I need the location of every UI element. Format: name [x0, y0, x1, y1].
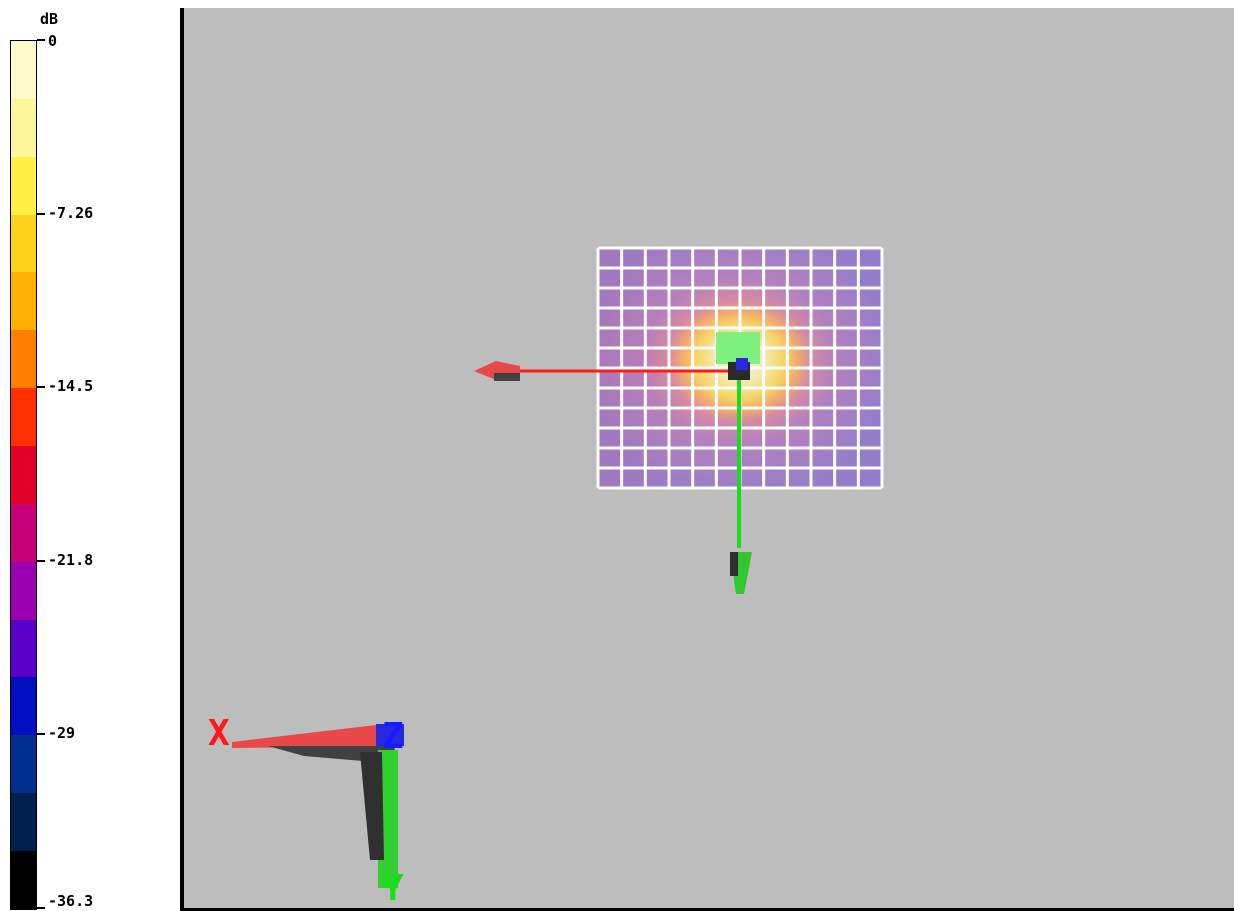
colorbar-swatch — [11, 561, 36, 620]
scene-x-arrow — [474, 361, 738, 381]
colorbar-swatch — [11, 793, 36, 852]
colorbar — [10, 40, 37, 910]
3d-viewport[interactable]: X Z Y — [180, 8, 1234, 911]
colorbar-tick — [37, 907, 45, 909]
colorbar-swatch — [11, 446, 36, 504]
colorbar-tick — [37, 386, 45, 389]
colorbar-swatch — [11, 851, 36, 909]
colorbar-tick — [37, 212, 45, 215]
colorbar-swatch — [11, 388, 36, 447]
colorbar-swatch — [11, 272, 36, 331]
colorbar-tick-label: 0 — [48, 32, 58, 50]
colorbar-swatch — [11, 98, 36, 157]
colorbar-swatch — [11, 677, 36, 736]
colorbar-swatch — [11, 330, 36, 389]
colorbar-tick — [37, 39, 45, 41]
colorbar-swatch — [11, 156, 36, 215]
scene-y-arrow — [730, 372, 752, 594]
colorbar-tick-label: -29 — [48, 724, 76, 743]
scene-origin-marker — [728, 358, 750, 380]
colorbar-swatch — [11, 214, 36, 273]
colorbar-tick-label: -21.8 — [48, 550, 94, 569]
colorbar-tick-label: -36.3 — [48, 892, 94, 910]
grid-lines — [596, 246, 884, 490]
colorbar-tick — [37, 733, 45, 736]
colorbar-swatch — [11, 41, 36, 99]
orientation-triad — [232, 724, 404, 888]
axis-label-x: X — [208, 713, 230, 754]
colorbar-tick-label: -7.26 — [48, 203, 94, 222]
scene-canvas: X Z Y — [208, 246, 884, 909]
colorbar-tick — [37, 559, 45, 562]
colorbar-swatch — [11, 619, 36, 678]
colorbar-swatch — [11, 735, 36, 794]
colorbar-tick-label: -14.5 — [48, 377, 94, 396]
legend-unit-label: dB — [40, 10, 59, 28]
colorbar-swatch — [11, 503, 36, 562]
axis-label-z: Z — [382, 716, 404, 757]
axis-label-y: Y — [382, 868, 404, 909]
